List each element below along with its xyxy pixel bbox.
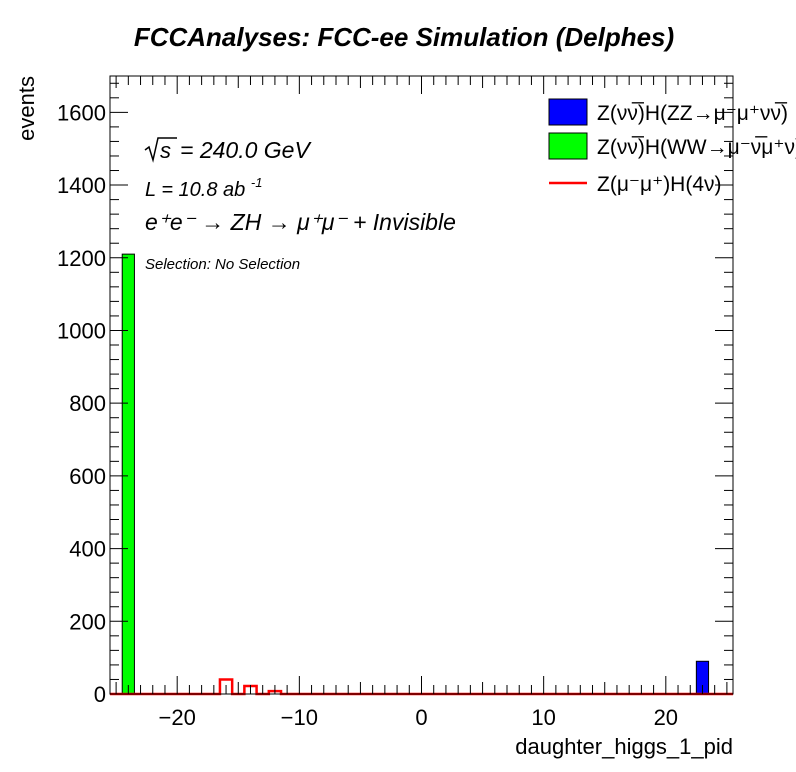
legend-label: Z(νν̅)H(ZZ→μ⁻μ⁺νν̅) bbox=[597, 102, 788, 125]
y-tick-label: 1000 bbox=[57, 318, 106, 343]
histogram-bar bbox=[121, 253, 135, 695]
luminosity-annotation: L = 10.8 ab -1 bbox=[145, 175, 262, 201]
process-annotation: e⁺e⁻ → ZH → μ⁺μ⁻ + Invisible bbox=[145, 209, 456, 235]
x-tick-label: 10 bbox=[531, 705, 555, 730]
bars-layer bbox=[121, 253, 710, 695]
sqrt-s-annotation: s = 240.0 GeV bbox=[144, 137, 312, 163]
legend-label: Z(μ⁻μ⁺)H(4ν) bbox=[597, 173, 722, 196]
sqrt-s-value: = 240.0 GeV bbox=[180, 137, 312, 163]
legend-swatch bbox=[548, 98, 588, 126]
y-axis-label: events bbox=[14, 76, 39, 141]
plot-frame bbox=[109, 75, 734, 695]
y-tick-label: 1200 bbox=[57, 246, 106, 271]
sqrt-symbol bbox=[144, 137, 177, 163]
x-tick-label: 20 bbox=[654, 705, 678, 730]
x-axis-label: daughter_higgs_1_pid bbox=[515, 734, 733, 759]
y-tick-label: 400 bbox=[69, 537, 106, 562]
x-tick-label: −20 bbox=[159, 705, 196, 730]
y-tick-label: 1600 bbox=[57, 100, 106, 125]
x-tick-label: 0 bbox=[415, 705, 427, 730]
y-tick-label: 0 bbox=[94, 682, 106, 707]
chart-title: FCCAnalyses: FCC-ee Simulation (Delphes) bbox=[134, 22, 674, 52]
legend: Z(νν̅)H(ZZ→μ⁻μ⁺νν̅) Z(νν̅)H(WW→μ⁻ν̅μ⁺ν) Z(… bbox=[548, 98, 796, 196]
y-tick-label: 200 bbox=[69, 609, 106, 634]
luminosity-text: L = 10.8 ab bbox=[145, 179, 245, 201]
y-tick-label: 1400 bbox=[57, 173, 106, 198]
y-tick-label: 800 bbox=[69, 391, 106, 416]
sqrt-s-letter: s bbox=[160, 138, 171, 163]
legend-label: Z(νν̅)H(WW→μ⁻ν̅μ⁺ν) bbox=[597, 136, 796, 159]
x-tick-label: −10 bbox=[281, 705, 318, 730]
selection-annotation: Selection: No Selection bbox=[145, 256, 300, 273]
y-tick-label: 600 bbox=[69, 464, 106, 489]
annotations: s = 240.0 GeV L = 10.8 ab -1 e⁺e⁻ → ZH →… bbox=[144, 137, 456, 273]
legend-swatch bbox=[548, 132, 588, 160]
luminosity-exponent: -1 bbox=[251, 175, 263, 190]
